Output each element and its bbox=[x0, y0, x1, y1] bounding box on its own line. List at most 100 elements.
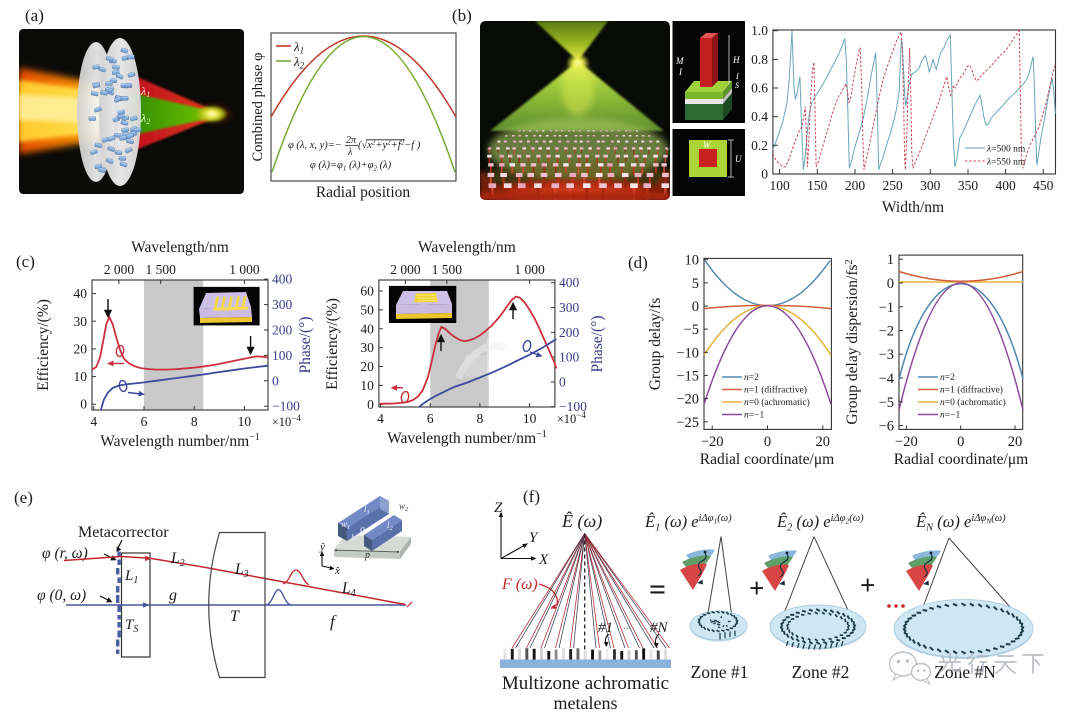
svg-text:30: 30 bbox=[360, 340, 374, 355]
svg-text:4: 4 bbox=[90, 414, 97, 429]
svg-text:20: 20 bbox=[1008, 434, 1023, 450]
svg-text:0: 0 bbox=[80, 397, 87, 412]
svg-text:Group delay dispersion/fs2: Group delay dispersion/fs2 bbox=[844, 259, 861, 424]
svg-text:400: 400 bbox=[995, 178, 1016, 193]
svg-text:1 000: 1 000 bbox=[514, 262, 545, 277]
svg-text:Zone #N: Zone #N bbox=[934, 662, 996, 682]
svg-text:0: 0 bbox=[957, 434, 964, 450]
svg-text:100: 100 bbox=[559, 350, 580, 365]
svg-text:−6: −6 bbox=[879, 419, 894, 435]
svg-text:n=−1: n=−1 bbox=[744, 411, 764, 421]
svg-text:n=2: n=2 bbox=[744, 373, 759, 383]
svg-text:2 000: 2 000 bbox=[104, 262, 135, 277]
svg-text:0.6: 0.6 bbox=[751, 81, 768, 96]
svg-text:0: 0 bbox=[764, 434, 771, 450]
svg-text:30: 30 bbox=[74, 314, 88, 329]
svg-text:h: h bbox=[351, 533, 356, 544]
svg-text:λ: λ bbox=[347, 147, 353, 158]
svg-text:−4: −4 bbox=[879, 371, 895, 387]
svg-text:6: 6 bbox=[427, 411, 434, 426]
svg-text:n=0 (achromatic): n=0 (achromatic) bbox=[744, 397, 810, 408]
svg-text:n=1 (diffractive): n=1 (diffractive) bbox=[940, 385, 1003, 396]
svg-text:#1: #1 bbox=[598, 620, 613, 636]
svg-text:0: 0 bbox=[887, 276, 894, 292]
svg-text:+: + bbox=[860, 570, 875, 600]
svg-text:10: 10 bbox=[360, 378, 374, 393]
svg-text:Zone #2: Zone #2 bbox=[792, 662, 850, 682]
svg-text:metalens: metalens bbox=[554, 693, 618, 713]
svg-text:F (ω): F (ω) bbox=[501, 576, 538, 593]
svg-text:−100: −100 bbox=[559, 399, 587, 414]
svg-text:40: 40 bbox=[360, 321, 374, 336]
svg-text:−5: −5 bbox=[879, 395, 894, 411]
svg-text:x̂: x̂ bbox=[334, 565, 340, 577]
svg-text:Metacorrector: Metacorrector bbox=[78, 524, 169, 541]
svg-text:1 000: 1 000 bbox=[229, 262, 260, 277]
svg-text:H: H bbox=[732, 55, 740, 65]
svg-text:Multizone achromatic: Multizone achromatic bbox=[502, 673, 669, 694]
svg-text:0.8: 0.8 bbox=[751, 52, 768, 67]
svg-text:20: 20 bbox=[360, 359, 374, 374]
svg-text:Efficiency/(%): Efficiency/(%) bbox=[35, 299, 52, 391]
svg-text:n=0 (achromatic): n=0 (achromatic) bbox=[940, 397, 1006, 408]
svg-text:p: p bbox=[364, 550, 370, 561]
svg-text:Phase/(°): Phase/(°) bbox=[589, 316, 606, 373]
svg-text:2 000: 2 000 bbox=[390, 262, 421, 277]
svg-text:−20: −20 bbox=[895, 434, 918, 450]
svg-text:50: 50 bbox=[360, 302, 374, 317]
svg-text:100: 100 bbox=[769, 178, 790, 193]
svg-text:Wavelength number/nm−1: Wavelength number/nm−1 bbox=[100, 432, 260, 450]
svg-text:0: 0 bbox=[559, 374, 566, 389]
svg-text:φ (λ)=φ1 (λ)+φ2 (λ): φ (λ)=φ1 (λ)+φ2 (λ) bbox=[310, 160, 392, 173]
svg-text:0: 0 bbox=[272, 373, 279, 388]
svg-text:300: 300 bbox=[920, 178, 941, 193]
svg-text:n=2: n=2 bbox=[940, 373, 955, 383]
svg-text:10: 10 bbox=[685, 253, 700, 269]
svg-text:400: 400 bbox=[559, 275, 580, 290]
svg-text:1.0: 1.0 bbox=[751, 23, 768, 38]
svg-text:...: ... bbox=[623, 620, 632, 632]
svg-text:φ (0, ω): φ (0, ω) bbox=[37, 587, 86, 604]
svg-text:φ (λ, x, y)=−: φ (λ, x, y)=− bbox=[288, 140, 342, 151]
svg-text:40: 40 bbox=[74, 286, 88, 301]
svg-text:Radial position: Radial position bbox=[316, 184, 411, 201]
svg-text:U: U bbox=[735, 154, 742, 164]
svg-text:8: 8 bbox=[191, 414, 198, 429]
svg-text:Group delay/fs: Group delay/fs bbox=[647, 298, 664, 391]
svg-text:0: 0 bbox=[367, 397, 374, 412]
svg-text:−10: −10 bbox=[676, 345, 699, 361]
svg-text:Combined phase φ: Combined phase φ bbox=[250, 52, 266, 161]
svg-text:Ê (ω): Ê (ω) bbox=[561, 510, 602, 532]
svg-text:200: 200 bbox=[845, 178, 866, 193]
svg-text:Radial coordinate/μm: Radial coordinate/μm bbox=[894, 451, 1028, 468]
svg-text:S: S bbox=[735, 81, 739, 90]
svg-text:Efficiency/(%): Efficiency/(%) bbox=[324, 298, 341, 390]
svg-text:+: + bbox=[749, 573, 764, 603]
svg-text:0.2: 0.2 bbox=[751, 138, 768, 153]
svg-text:n=−1: n=−1 bbox=[940, 411, 960, 421]
svg-text:5: 5 bbox=[692, 276, 699, 292]
svg-text:10: 10 bbox=[523, 411, 537, 426]
svg-text:λ=500 nm: λ=500 nm bbox=[986, 145, 1026, 155]
svg-text:2π: 2π bbox=[346, 135, 357, 146]
svg-text:350: 350 bbox=[958, 178, 979, 193]
svg-text:1: 1 bbox=[887, 252, 894, 268]
svg-text:I: I bbox=[735, 72, 739, 81]
svg-text:0: 0 bbox=[761, 167, 768, 182]
svg-text:Zone #1: Zone #1 bbox=[691, 662, 749, 682]
svg-text:10: 10 bbox=[74, 369, 88, 384]
svg-text:Radial coordinate/μm: Radial coordinate/μm bbox=[700, 451, 834, 468]
svg-text:−20: −20 bbox=[676, 392, 699, 408]
svg-text:300: 300 bbox=[559, 300, 580, 315]
svg-text:200: 200 bbox=[559, 325, 580, 340]
svg-text:ŷ: ŷ bbox=[319, 541, 325, 553]
svg-text:100: 100 bbox=[272, 348, 293, 363]
svg-text:M: M bbox=[675, 56, 684, 66]
svg-text:−5: −5 bbox=[684, 322, 699, 338]
svg-text:250: 250 bbox=[882, 178, 903, 193]
svg-text:#N: #N bbox=[650, 620, 669, 636]
svg-text:Wavelength/nm: Wavelength/nm bbox=[418, 239, 516, 256]
svg-text:(b): (b) bbox=[452, 6, 472, 25]
svg-text:λ=550 nm: λ=550 nm bbox=[986, 158, 1026, 168]
svg-text:−25: −25 bbox=[676, 415, 699, 431]
